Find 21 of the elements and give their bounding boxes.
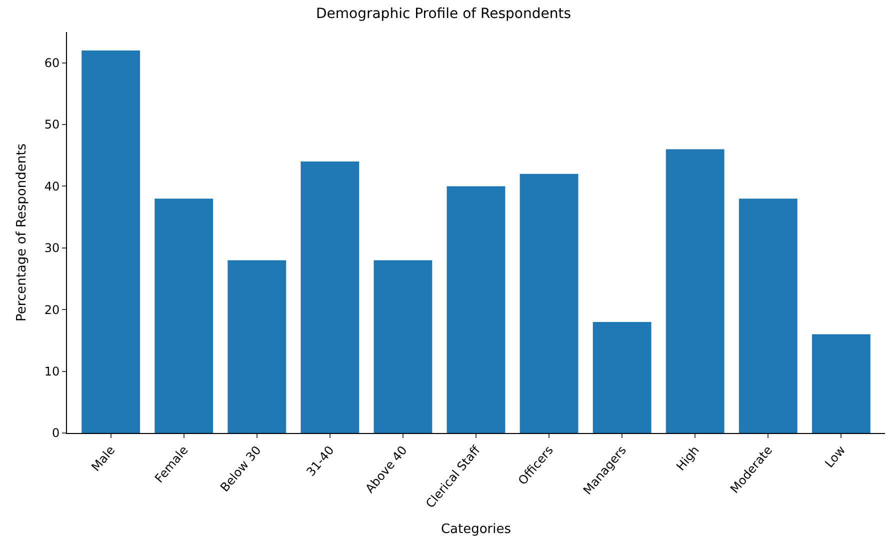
bar [812,334,870,433]
bar [592,322,652,433]
bar [374,260,432,433]
bar [738,198,798,433]
y-tick-label: 50 [44,118,60,132]
y-tick-label: 60 [44,56,60,70]
y-tick-label: 20 [44,302,60,317]
bar [154,198,214,433]
x-axis-title: Categories [440,522,512,537]
chart-title: Demographic Profile of Respondents [316,6,572,22]
bar [666,149,724,433]
y-tick-label: 0 [52,426,60,440]
bar [520,174,578,433]
bar [446,186,506,433]
bar [228,260,286,433]
bar [82,50,140,433]
y-tick-label: 40 [44,179,60,194]
y-axis-title: Percentage of Respondents [14,143,30,322]
bar [300,162,360,433]
y-tick-label: 30 [44,241,60,256]
y-tick-label: 10 [44,364,60,379]
